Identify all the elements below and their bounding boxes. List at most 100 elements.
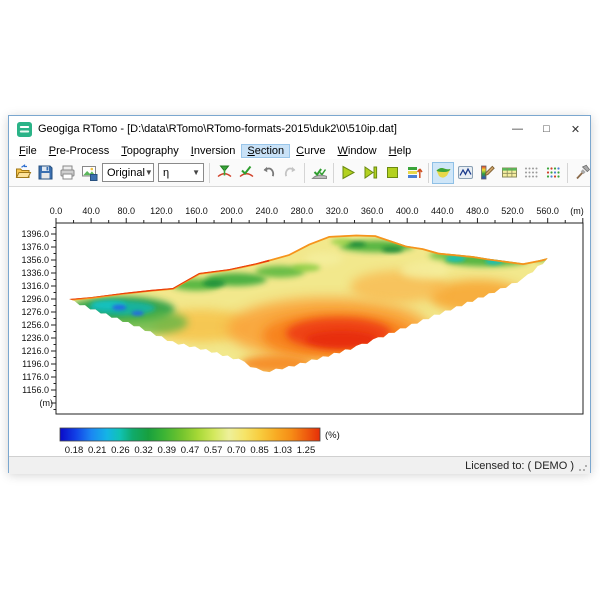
svg-text:1.25: 1.25 xyxy=(297,445,316,456)
save-button[interactable] xyxy=(34,162,56,184)
svg-text:0.0: 0.0 xyxy=(50,206,63,216)
curve-window-icon xyxy=(457,166,473,179)
chevron-down-icon: ▼ xyxy=(144,168,153,177)
layers-arrow-icon xyxy=(407,167,423,178)
svg-text:80.0: 80.0 xyxy=(117,206,135,216)
pick-funnel-icon xyxy=(217,165,231,178)
apply-picks-button[interactable] xyxy=(308,162,330,184)
svg-text:1236.0: 1236.0 xyxy=(21,333,49,343)
svg-text:160.0: 160.0 xyxy=(185,206,208,216)
app-logo-icon xyxy=(17,121,32,137)
grid-dots-color-button[interactable] xyxy=(542,162,564,184)
svg-text:320.0: 320.0 xyxy=(326,206,349,216)
grid-dots-button[interactable] xyxy=(520,162,542,184)
svg-text:1356.0: 1356.0 xyxy=(21,255,49,265)
svg-text:0.18: 0.18 xyxy=(65,445,84,456)
svg-text:1276.0: 1276.0 xyxy=(21,307,49,317)
menu-help[interactable]: Help xyxy=(388,144,412,157)
minimize-button[interactable]: — xyxy=(512,123,523,135)
stop-button[interactable] xyxy=(381,162,403,184)
section-view-icon xyxy=(436,168,450,178)
svg-text:280.0: 280.0 xyxy=(291,206,314,216)
play-icon xyxy=(342,165,355,180)
svg-text:240.0: 240.0 xyxy=(255,206,278,216)
title-bar: Geogiga RTomo - [D:\data\RTomo\RTomo-for… xyxy=(9,116,590,142)
hammer-icon xyxy=(575,164,590,180)
svg-text:0.85: 0.85 xyxy=(250,445,269,456)
status-bar: Licensed to: ( DEMO ) xyxy=(9,456,590,474)
display-mode-dropdown[interactable]: Original ▼ xyxy=(102,163,154,182)
print-button[interactable] xyxy=(56,162,78,184)
color-scale-button[interactable] xyxy=(476,162,498,184)
menu-window[interactable]: Window xyxy=(337,144,377,157)
curve-window-button[interactable] xyxy=(454,162,476,184)
menu-topography[interactable]: Topography xyxy=(121,144,179,157)
export-image-button[interactable] xyxy=(78,162,100,184)
window-title: Geogiga RTomo - [D:\data\RTomo\RTomo-for… xyxy=(38,123,397,135)
svg-text:0.57: 0.57 xyxy=(204,445,223,456)
menu-section[interactable]: Section xyxy=(241,143,291,158)
printer-icon xyxy=(60,165,74,180)
redo-button[interactable] xyxy=(279,162,301,184)
svg-text:0.70: 0.70 xyxy=(227,445,246,456)
pick-check-button[interactable] xyxy=(235,162,257,184)
svg-text:(%): (%) xyxy=(325,430,340,441)
grid-table-icon xyxy=(501,167,517,178)
svg-text:1156.0: 1156.0 xyxy=(22,385,49,395)
color-scale-pencil-icon xyxy=(480,165,495,180)
svg-text:1296.0: 1296.0 xyxy=(21,294,49,304)
export-image-icon xyxy=(81,166,97,181)
undo-icon xyxy=(263,166,274,177)
menu-curve[interactable]: Curve xyxy=(296,144,326,157)
grid-table-button[interactable] xyxy=(498,162,520,184)
svg-text:(m): (m) xyxy=(40,398,54,408)
redo-icon xyxy=(284,166,295,177)
svg-text:560.0: 560.0 xyxy=(536,206,559,216)
toolbar-separator xyxy=(304,162,305,183)
svg-text:400.0: 400.0 xyxy=(396,206,419,216)
open-folder-icon xyxy=(15,164,31,178)
step-button[interactable] xyxy=(359,162,381,184)
pick-check-icon xyxy=(239,165,253,178)
menu-bar: File Pre-Process Topography Inversion Se… xyxy=(9,142,590,159)
menu-inversion[interactable]: Inversion xyxy=(190,144,236,157)
pick-funnel-button[interactable] xyxy=(213,162,235,184)
menu-file[interactable]: File xyxy=(19,144,37,157)
run-button[interactable] xyxy=(337,162,359,184)
apply-picks-icon xyxy=(310,168,327,179)
section-plot-area[interactable]: 0.0 40.0 80.0 120.0 160.0 200.0 240.0 280.0 320.… xyxy=(9,187,590,456)
svg-text:1176.0: 1176.0 xyxy=(22,372,49,382)
save-floppy-icon xyxy=(38,165,52,180)
svg-text:1.03: 1.03 xyxy=(274,445,293,456)
iteration-result-button[interactable] xyxy=(403,162,425,184)
parameter-dropdown[interactable]: η ▼ xyxy=(158,163,204,182)
svg-text:520.0: 520.0 xyxy=(501,206,524,216)
svg-text:0.26: 0.26 xyxy=(111,445,130,456)
toolbar-separator xyxy=(428,162,429,183)
toolbar-separator xyxy=(333,162,334,183)
undo-button[interactable] xyxy=(257,162,279,184)
svg-text:440.0: 440.0 xyxy=(431,206,454,216)
open-file-button[interactable] xyxy=(12,162,34,184)
display-mode-value: Original xyxy=(107,166,145,179)
grid-dots-icon xyxy=(524,167,537,178)
app-window: Geogiga RTomo - [D:\data\RTomo\RTomo-for… xyxy=(8,115,593,474)
section-view-button[interactable] xyxy=(432,161,454,184)
svg-text:0.32: 0.32 xyxy=(134,445,153,456)
svg-text:1216.0: 1216.0 xyxy=(21,346,49,356)
svg-text:1396.0: 1396.0 xyxy=(21,229,49,239)
svg-text:360.0: 360.0 xyxy=(361,206,384,216)
play-step-icon xyxy=(364,166,377,179)
maximize-button[interactable]: □ xyxy=(543,123,550,135)
menu-pre-process[interactable]: Pre-Process xyxy=(48,144,110,157)
resize-grip[interactable] xyxy=(578,462,588,472)
parameter-value: η xyxy=(163,166,170,179)
svg-text:1196.0: 1196.0 xyxy=(22,359,49,369)
toolbar-separator xyxy=(209,162,210,183)
svg-text:0.39: 0.39 xyxy=(158,445,177,456)
close-button[interactable]: ✕ xyxy=(570,123,581,136)
license-status-text: Licensed to: ( DEMO ) xyxy=(465,459,574,472)
svg-text:(m): (m) xyxy=(570,206,584,216)
stop-square-icon xyxy=(386,167,398,178)
tools-button[interactable] xyxy=(571,162,593,184)
